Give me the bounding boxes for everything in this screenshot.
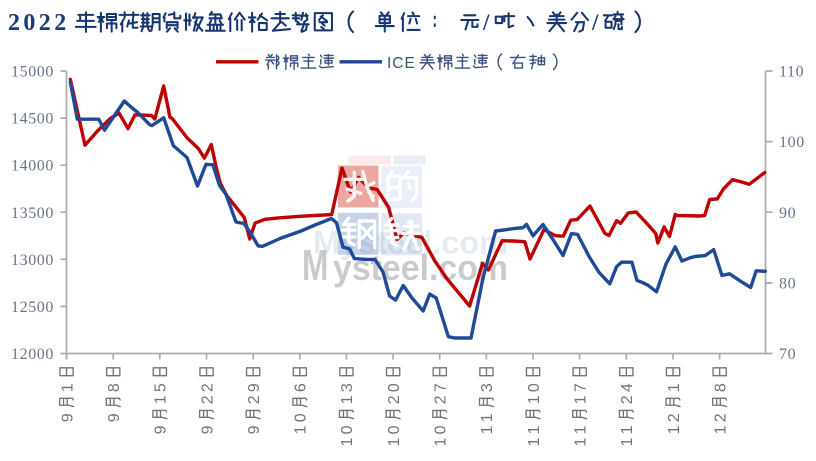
- svg-text:0: 0: [386, 383, 403, 392]
- svg-text:1: 1: [153, 395, 170, 404]
- svg-text:2: 2: [199, 395, 216, 404]
- svg-text:12500: 12500: [11, 299, 54, 316]
- svg-text:1: 1: [339, 395, 356, 404]
- svg-text:1: 1: [526, 438, 543, 447]
- svg-text:/: /: [482, 10, 490, 35]
- svg-text:1: 1: [479, 413, 496, 422]
- svg-text:0: 0: [433, 425, 450, 434]
- svg-text:1: 1: [619, 438, 636, 447]
- svg-text:9: 9: [106, 413, 123, 422]
- svg-text:80: 80: [779, 275, 796, 292]
- svg-text:1: 1: [339, 438, 356, 447]
- svg-text:2: 2: [386, 395, 403, 404]
- svg-text:12000: 12000: [11, 346, 54, 363]
- svg-text:1: 1: [572, 425, 589, 434]
- svg-text:6: 6: [293, 383, 310, 392]
- svg-text:90: 90: [779, 205, 796, 222]
- svg-text:/: /: [591, 10, 599, 35]
- svg-text:1: 1: [59, 383, 76, 392]
- svg-text:0: 0: [526, 383, 543, 392]
- svg-text:4: 4: [619, 383, 636, 392]
- svg-text:1: 1: [619, 425, 636, 434]
- svg-text:1: 1: [526, 395, 543, 404]
- svg-text:9: 9: [199, 425, 216, 434]
- svg-text:1: 1: [572, 438, 589, 447]
- svg-text:8: 8: [712, 383, 729, 392]
- svg-text:1: 1: [712, 425, 729, 434]
- svg-text:5: 5: [153, 383, 170, 392]
- svg-text:9: 9: [59, 413, 76, 422]
- svg-text:9: 9: [246, 425, 263, 434]
- svg-text:14000: 14000: [11, 158, 54, 175]
- svg-text:2: 2: [666, 413, 683, 422]
- svg-text:ICE: ICE: [387, 55, 416, 72]
- svg-text:1: 1: [666, 425, 683, 434]
- svg-text:1: 1: [293, 425, 310, 434]
- svg-text:1: 1: [479, 425, 496, 434]
- svg-text:70: 70: [779, 346, 796, 363]
- svg-text:9: 9: [246, 383, 263, 392]
- svg-text:13500: 13500: [11, 205, 54, 222]
- svg-text:1: 1: [526, 425, 543, 434]
- svg-text:M: M: [302, 241, 328, 290]
- svg-text:2: 2: [246, 395, 263, 404]
- svg-text:7: 7: [572, 383, 589, 392]
- svg-text:2: 2: [619, 395, 636, 404]
- svg-text:14500: 14500: [11, 111, 54, 128]
- svg-text:15000: 15000: [11, 64, 54, 81]
- svg-text:3: 3: [479, 383, 496, 392]
- svg-text:2: 2: [199, 383, 216, 392]
- svg-text:0: 0: [293, 413, 310, 422]
- svg-text:110: 110: [779, 64, 804, 81]
- svg-text:1: 1: [386, 438, 403, 447]
- svg-text:1: 1: [666, 383, 683, 392]
- svg-text:8: 8: [106, 383, 123, 392]
- svg-text:1: 1: [572, 395, 589, 404]
- svg-text:13000: 13000: [11, 252, 54, 269]
- svg-text:9: 9: [153, 425, 170, 434]
- svg-text:100: 100: [779, 134, 805, 151]
- svg-text:2: 2: [433, 395, 450, 404]
- svg-text:2: 2: [712, 413, 729, 422]
- svg-text:7: 7: [433, 383, 450, 392]
- svg-text:2022: 2022: [8, 10, 70, 36]
- svg-text:3: 3: [339, 383, 356, 392]
- svg-text:0: 0: [386, 425, 403, 434]
- svg-text:1: 1: [433, 438, 450, 447]
- svg-text:0: 0: [339, 425, 356, 434]
